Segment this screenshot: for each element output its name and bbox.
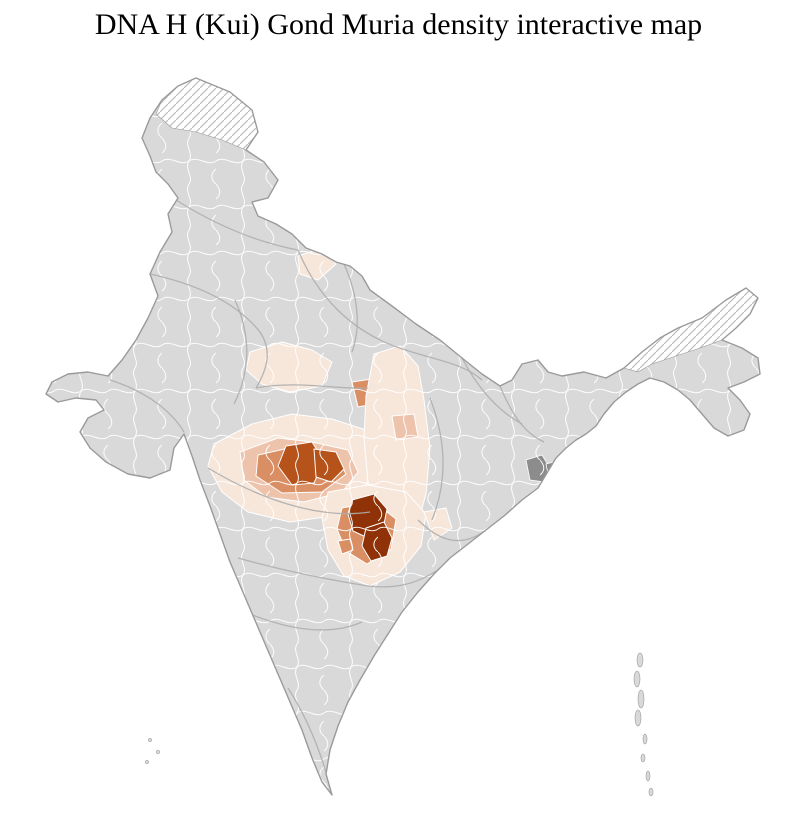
page-title: DNA H (Kui) Gond Muria density interacti…: [94, 8, 703, 41]
state-borders: [109, 199, 545, 773]
lakshadweep-islands[interactable]: [145, 738, 160, 764]
no-data-west-coast-small[interactable]: [38, 417, 51, 433]
andaman-islands[interactable]: [633, 652, 654, 797]
india-outline: [45, 77, 761, 796]
